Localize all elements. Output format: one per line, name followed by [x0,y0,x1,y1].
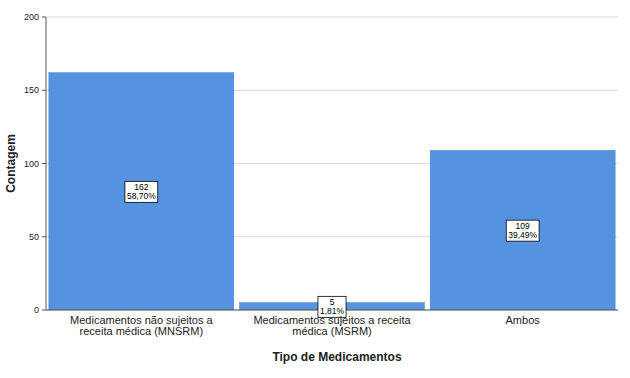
tick-label: 0 [34,305,39,315]
y-axis-line [46,17,47,310]
data-label-box [125,181,158,202]
tick-label: 150 [24,85,39,95]
category-label: Medicamentos não sujeitos areceita médic… [70,314,213,337]
bars [49,73,615,310]
tick-label: 100 [24,159,39,169]
y-axis-title: Contagem [4,134,18,193]
bar [430,150,615,310]
tick-mark [42,236,46,237]
chart-svg: 05010015020016258,70%51,81%10939,49%Medi… [0,0,630,378]
data-label-percent: 39,49% [508,230,537,240]
category-label: Ambos [506,314,541,326]
tick-label: 200 [24,12,39,22]
grid-line [46,17,618,18]
tick-label: 50 [29,232,39,242]
grid [46,17,618,310]
tick-mark [42,163,46,164]
data-label-percent: 58,70% [127,191,156,201]
tick-mark [42,310,46,311]
data-label-box [506,220,539,241]
tick-mark [42,90,46,91]
data-label: 16258,70% [125,181,158,202]
x-axis-title: Tipo de Medicamentos [272,350,401,364]
bar [49,73,234,310]
chart-container: 05010015020016258,70%51,81%10939,49%Medi… [0,0,630,378]
tick-mark [42,17,46,18]
category-label: Medicamentos sujeitos a receitamédica (M… [253,314,411,337]
data-label: 10939,49% [506,220,539,241]
